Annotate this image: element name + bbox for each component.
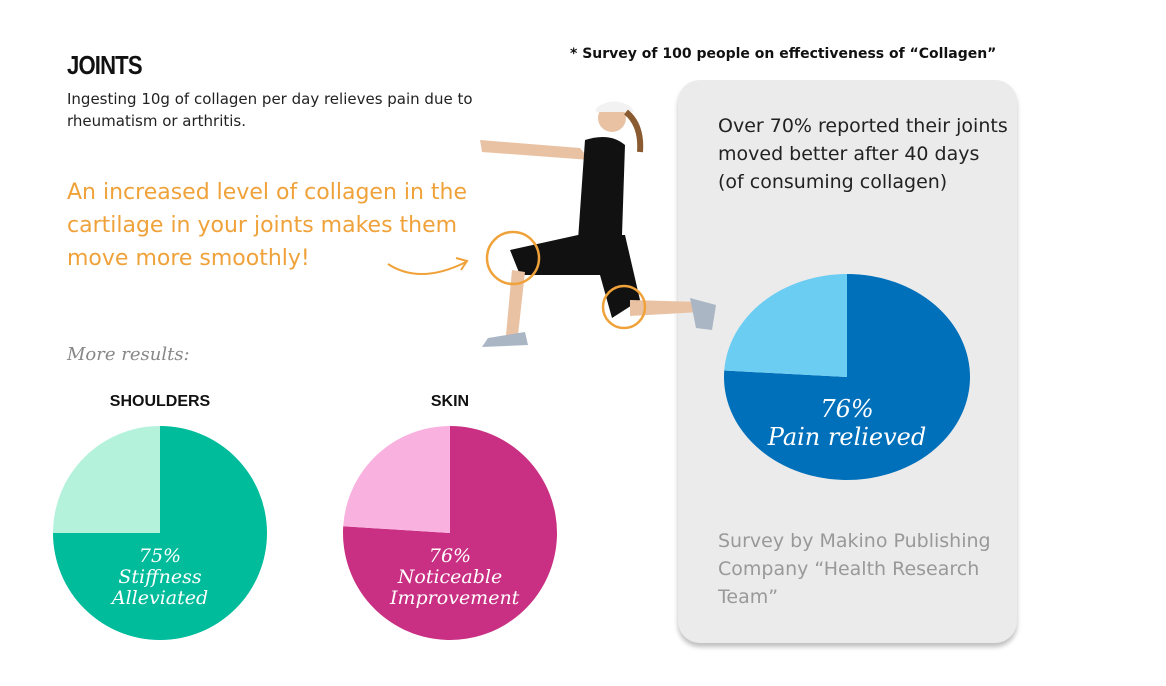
pie-text-label: Pain relieved: [767, 423, 927, 451]
pie-value-label: 75%: [138, 545, 182, 567]
pie-title-shoulders: SHOULDERS: [109, 393, 211, 410]
panel-text: Over 70% reported their joints moved bet…: [718, 115, 1008, 193]
pie-value-label: 76%: [428, 545, 472, 567]
knee-highlight-circle: [485, 230, 541, 286]
pie-slice: [53, 426, 160, 533]
pie-text-label: Noticeable Improvement: [390, 566, 520, 609]
pie-slice: [343, 426, 450, 533]
survey-note: * Survey of 100 people on effectiveness …: [570, 46, 997, 62]
arrow-icon: [387, 261, 467, 275]
arrow-head-icon: [455, 257, 469, 271]
panel-source: Survey by Makino Publishing Company “Hea…: [718, 530, 991, 608]
highlight-text: An increased level of collagen in the ca…: [67, 180, 468, 271]
exercising-woman-figure: [480, 101, 716, 347]
intro-text: Ingesting 10g of collagen per day reliev…: [67, 90, 473, 130]
pie-text-label: Stiffness Alleviated: [111, 566, 209, 609]
page-title: JOINTS: [67, 50, 143, 80]
more-results-label: More results:: [67, 344, 190, 365]
pie-value-label: 76%: [820, 395, 874, 423]
pie-title-skin: SKIN: [430, 393, 470, 410]
knee-highlight-circle: [601, 284, 647, 330]
pie-slice: [724, 274, 847, 377]
